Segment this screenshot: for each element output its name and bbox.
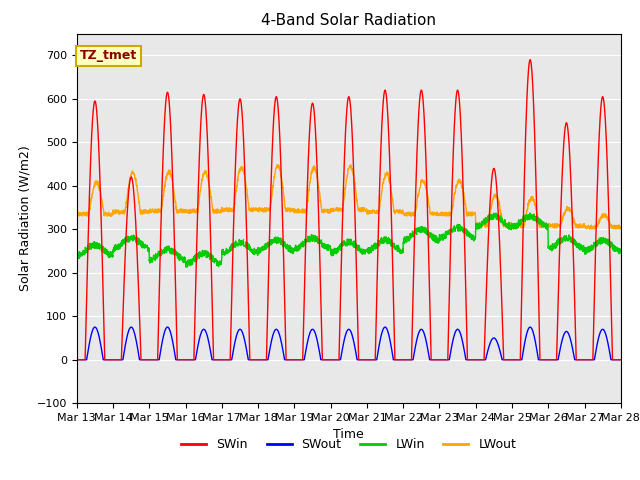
LWout: [274, 162, 282, 168]
LWin: [584, 249, 592, 255]
SWin: [507, 357, 515, 362]
SWin: [364, 357, 372, 362]
LWin: [73, 253, 81, 259]
LWin: [225, 250, 232, 255]
LWout: [569, 216, 577, 221]
LWout: [73, 211, 81, 216]
SWin: [73, 357, 81, 362]
LWout: [225, 206, 232, 212]
LWout: [584, 223, 591, 229]
LWout: [376, 199, 384, 204]
SWin: [584, 357, 591, 362]
Line: LWin: LWin: [77, 213, 621, 267]
SWout: [584, 357, 591, 362]
LWout: [365, 208, 372, 214]
SWout: [365, 357, 372, 362]
Line: LWout: LWout: [77, 165, 621, 229]
LWin: [526, 210, 534, 216]
SWin: [376, 170, 384, 176]
SWout: [507, 357, 515, 362]
LWin: [365, 245, 372, 251]
SWin: [617, 357, 625, 362]
LWout: [617, 224, 625, 230]
SWout: [73, 357, 81, 362]
Text: TZ_tmet: TZ_tmet: [79, 49, 137, 62]
LWout: [586, 226, 593, 232]
SWin: [526, 57, 534, 62]
SWin: [225, 357, 232, 362]
X-axis label: Time: Time: [333, 429, 364, 442]
LWin: [617, 246, 625, 252]
Title: 4-Band Solar Radiation: 4-Band Solar Radiation: [261, 13, 436, 28]
SWout: [376, 336, 384, 342]
LWin: [376, 237, 384, 243]
SWout: [225, 357, 232, 362]
SWout: [91, 324, 99, 330]
Line: SWout: SWout: [77, 327, 621, 360]
LWin: [183, 264, 191, 270]
LWout: [507, 223, 515, 229]
LWin: [507, 227, 515, 232]
Y-axis label: Solar Radiation (W/m2): Solar Radiation (W/m2): [18, 145, 31, 291]
Line: SWin: SWin: [77, 60, 621, 360]
SWout: [617, 357, 625, 362]
SWout: [569, 347, 577, 352]
SWin: [569, 230, 577, 236]
LWin: [569, 241, 577, 247]
Legend: SWin, SWout, LWin, LWout: SWin, SWout, LWin, LWout: [176, 433, 522, 456]
